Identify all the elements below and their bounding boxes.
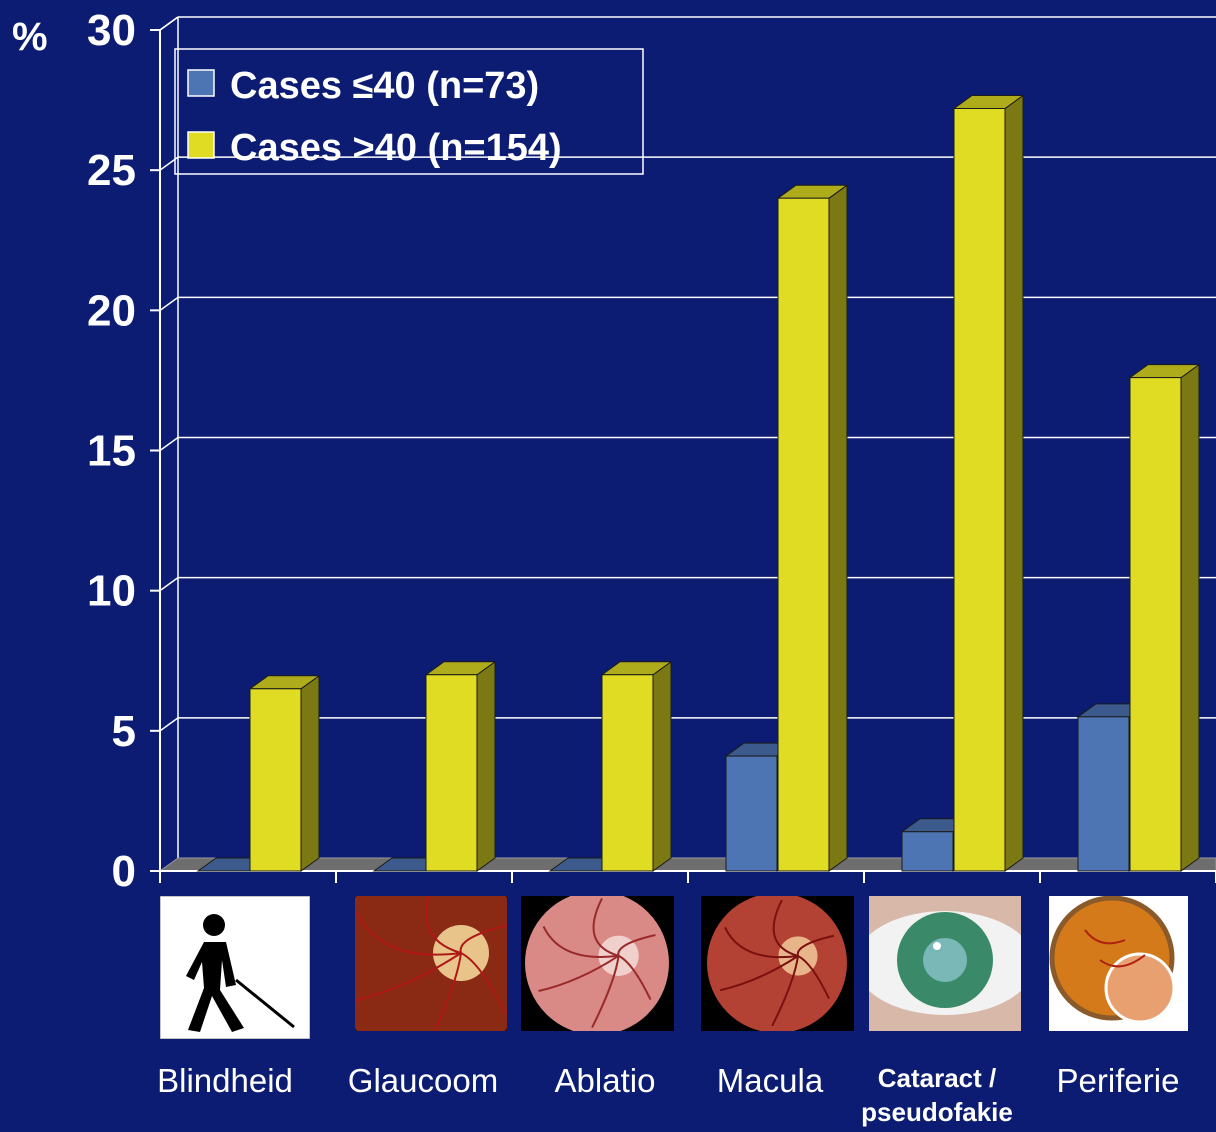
photo-vessel [618,954,652,1001]
eye-highlight [933,942,941,950]
bar [424,660,497,872]
gridline-side [159,16,179,31]
bar [1128,363,1201,872]
photo-vessel [797,955,830,1000]
bar-front [249,688,302,872]
bar-front [953,107,1006,872]
gridline-side [159,296,179,311]
retina-photo [521,896,674,1031]
photo-vessel [460,952,507,1015]
icon-body [186,942,244,1032]
photo-fundus [355,896,507,1031]
retina-periphery-drawing [1049,896,1188,1031]
bar-front [725,755,778,872]
photo-vessel [542,925,619,958]
chart-floor [158,857,1216,872]
bar-front [425,674,478,872]
category-label: Blindheid [157,1062,293,1099]
bar-front [1077,716,1130,872]
icon-head [203,914,225,936]
bar [248,674,321,872]
category-label: Glaucoom [348,1062,498,1099]
bar-front [777,197,830,872]
category-label: Ablatio [555,1062,656,1099]
photo-vessel [796,934,835,957]
bar [600,660,673,872]
category-label: pseudofakie [861,1097,1013,1127]
icon-cane [235,978,295,1029]
bar-front [901,831,954,872]
bar [776,184,849,872]
gridline-side [159,717,179,732]
photo-vessel [459,924,507,954]
photo-vessel [538,954,620,992]
photo-vessel [425,896,462,954]
gridline-side [159,577,179,592]
photo-vessel [591,955,620,1029]
drawing-vessels [1084,929,1146,968]
bar-side [476,660,496,872]
photo-vessel [592,897,619,957]
macula-photo [701,896,854,1031]
y-tick-label: 15 [87,427,136,476]
category-label: Periferie [1057,1062,1180,1099]
y-tick-label: 30 [87,6,136,55]
legend-entry: Cases >40 (n=154) [230,127,562,169]
y-tick-label: 10 [87,567,136,616]
legend-box [174,48,644,175]
photo-vessel [433,952,462,1031]
photo-fundus [707,896,847,1031]
cataract-eye-photo [869,896,1021,1031]
photo-vessel [772,899,799,957]
bar-side [300,674,320,872]
legend-entry: Cases ≤40 (n=73) [230,65,539,107]
bar-side [1004,94,1024,872]
photo-vessel [771,955,799,1027]
photo-vessel [724,926,799,959]
legend-swatch [187,69,215,97]
drawing-tear [1104,952,1176,1024]
eye-pupil-cataract [923,938,967,982]
bar-side [652,660,672,872]
photo-vessel [355,952,462,1002]
y-tick-label: 0 [112,847,136,896]
photo-vessel [617,934,656,957]
photo-vessel [355,911,462,956]
gridline-side [159,436,179,452]
y-axis-unit-label: % [12,15,48,59]
bar-side [828,184,848,872]
y-tick-label: 5 [112,707,136,756]
category-label: Macula [717,1062,824,1099]
y-tick-label: 25 [87,146,136,195]
category-label: Cataract / [878,1063,997,1093]
photo-fundus [525,896,669,1031]
photo-vessel [719,955,799,992]
bar-front [601,674,654,872]
legend-swatch [187,131,215,159]
y-tick-label: 20 [87,286,136,335]
bar-side [1180,363,1200,872]
bar [952,94,1025,872]
blind-person-icon [160,896,310,1039]
optic-disc-photo [355,896,507,1031]
bar-front [1129,377,1182,872]
